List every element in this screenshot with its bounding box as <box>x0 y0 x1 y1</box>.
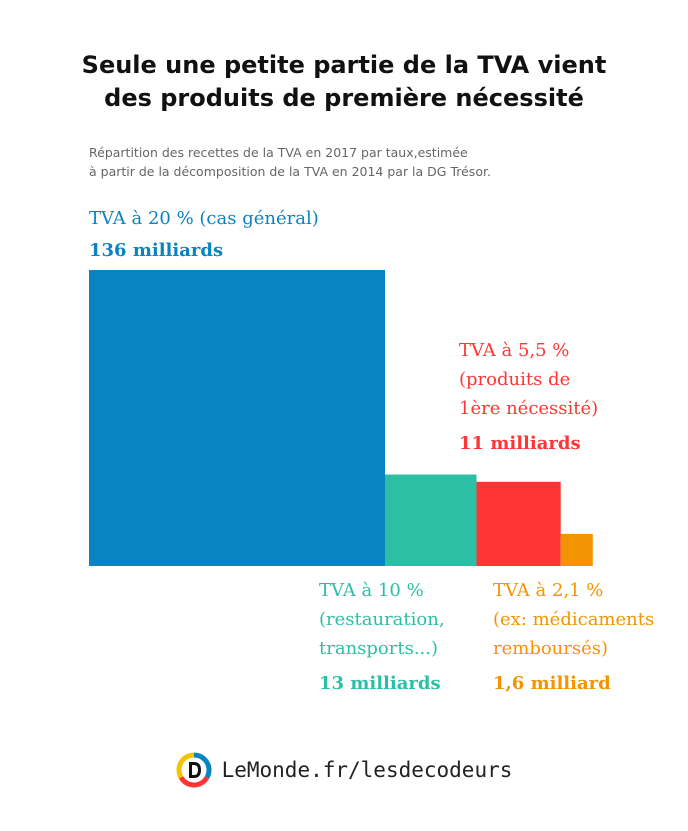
label-tva-20: TVA à 20 % (cas général) 136 milliards <box>89 204 319 263</box>
label-tva-10-line-1: TVA à 10 % <box>319 580 424 601</box>
subtitle-line-1: Répartition des recettes de la TVA en 20… <box>89 145 468 160</box>
label-tva-2-1-line-1: TVA à 2,1 % <box>493 580 604 601</box>
title-line-2: des produits de première nécessité <box>104 84 584 112</box>
label-tva-2-1-line-2: (ex: médicaments <box>493 609 655 630</box>
chart-subtitle: Répartition des recettes de la TVA en 20… <box>89 143 649 181</box>
bar-tva-5-5 <box>476 481 561 566</box>
footer: LeMonde.fr/lesdecodeurs <box>0 752 688 792</box>
label-tva-5-5-value: 11 milliards <box>459 433 581 454</box>
label-tva-10-value: 13 milliards <box>319 673 441 694</box>
chart-title: Seule une petite partie de la TVA vient … <box>20 49 668 115</box>
label-tva-5-5: TVA à 5,5 % (produits de 1ère nécessité)… <box>459 336 598 456</box>
label-tva-10: TVA à 10 % (restauration, transports...)… <box>319 576 445 696</box>
bar-tva-2-1 <box>560 533 593 566</box>
subtitle-line-2: à partir de la décomposition de la TVA e… <box>89 164 491 179</box>
label-tva-5-5-line-3: 1ère nécessité) <box>459 398 599 419</box>
bar-tva-10 <box>385 474 477 566</box>
footer-source: LeMonde.fr/lesdecodeurs <box>221 758 513 782</box>
label-tva-2-1-line-3: remboursés) <box>493 638 609 659</box>
label-tva-5-5-line-1: TVA à 5,5 % <box>459 340 570 361</box>
les-decodeurs-logo-icon <box>176 752 212 788</box>
label-tva-10-line-3: transports...) <box>319 638 439 659</box>
label-tva-10-line-2: (restauration, <box>319 609 445 630</box>
label-tva-2-1-value: 1,6 milliard <box>493 673 611 694</box>
bar-tva-20 <box>89 270 385 566</box>
label-tva-5-5-line-2: (produits de <box>459 369 571 390</box>
label-tva-2-1: TVA à 2,1 % (ex: médicaments remboursés)… <box>493 576 654 696</box>
label-tva-20-value: 136 milliards <box>89 240 224 261</box>
label-tva-20-line-1: TVA à 20 % (cas général) <box>89 208 319 229</box>
title-line-1: Seule une petite partie de la TVA vient <box>81 51 607 79</box>
